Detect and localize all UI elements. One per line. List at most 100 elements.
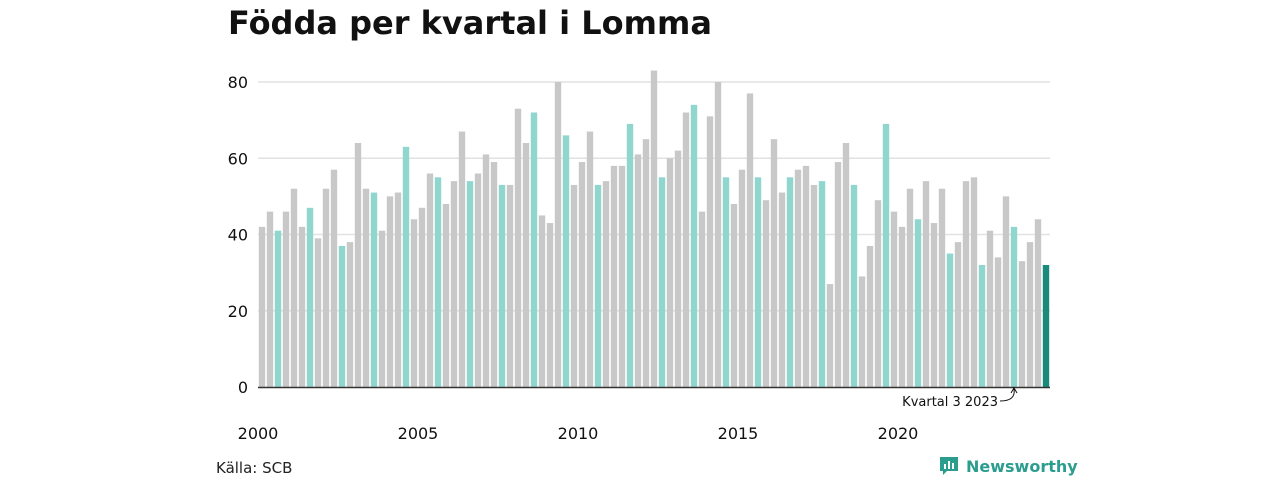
bar bbox=[522, 143, 530, 387]
bar bbox=[290, 188, 298, 387]
bar bbox=[658, 177, 666, 387]
bar bbox=[874, 200, 882, 387]
bar bbox=[370, 192, 378, 387]
bar bbox=[306, 207, 314, 387]
bar bbox=[794, 169, 802, 387]
bar bbox=[946, 253, 954, 387]
bar bbox=[402, 146, 410, 387]
bar bbox=[970, 177, 978, 387]
bar bbox=[650, 70, 658, 387]
bar bbox=[634, 154, 642, 387]
bar bbox=[282, 211, 290, 387]
bar bbox=[1002, 196, 1010, 387]
y-tick-label: 60 bbox=[228, 149, 248, 168]
bar bbox=[458, 131, 466, 387]
bar bbox=[994, 257, 1002, 387]
bar bbox=[914, 219, 922, 387]
bar bbox=[922, 181, 930, 387]
annotation: Kvartal 3 2023 bbox=[902, 387, 1018, 410]
bar bbox=[362, 188, 370, 387]
bar bbox=[450, 181, 458, 387]
annotation-arrowhead bbox=[1010, 387, 1018, 394]
bar bbox=[842, 143, 850, 387]
bar bbox=[618, 165, 626, 387]
bar bbox=[810, 184, 818, 387]
bar bbox=[482, 154, 490, 387]
bar bbox=[498, 184, 506, 387]
bar bbox=[330, 169, 338, 387]
bar bbox=[354, 143, 362, 387]
bar bbox=[866, 245, 874, 387]
annotation-arrow bbox=[999, 388, 1015, 402]
bar bbox=[834, 162, 842, 387]
bar bbox=[338, 245, 346, 387]
bar bbox=[858, 276, 866, 387]
y-tick-label: 80 bbox=[228, 73, 248, 92]
bar bbox=[442, 204, 450, 387]
bar bbox=[594, 184, 602, 387]
y-tick-label: 40 bbox=[228, 226, 248, 245]
bar bbox=[738, 169, 746, 387]
x-tick-label: 2015 bbox=[718, 424, 759, 443]
bar bbox=[754, 177, 762, 387]
bar bbox=[722, 177, 730, 387]
bar bbox=[506, 184, 514, 387]
bar bbox=[394, 192, 402, 387]
x-tick-label: 2020 bbox=[878, 424, 919, 443]
bar bbox=[938, 188, 946, 387]
bar bbox=[770, 139, 778, 387]
bar bbox=[882, 123, 890, 387]
bar bbox=[706, 116, 714, 387]
y-tick-label: 0 bbox=[238, 378, 248, 397]
bar bbox=[890, 211, 898, 387]
source-label: Källa: SCB bbox=[216, 459, 293, 477]
x-tick-label: 2010 bbox=[558, 424, 599, 443]
bar bbox=[962, 181, 970, 387]
bar bbox=[714, 82, 722, 387]
bar bbox=[346, 242, 354, 387]
bar bbox=[626, 123, 634, 387]
brand-name: Newsworthy bbox=[966, 456, 1078, 476]
bar bbox=[778, 192, 786, 387]
bar bbox=[786, 177, 794, 387]
bar bbox=[578, 162, 586, 387]
bar bbox=[514, 108, 522, 387]
bar bbox=[466, 181, 474, 387]
bar bbox=[818, 181, 826, 387]
bar bbox=[698, 211, 706, 387]
bar bbox=[1010, 226, 1018, 387]
bar bbox=[434, 177, 442, 387]
bar bbox=[322, 188, 330, 387]
bar bbox=[554, 82, 562, 387]
bar bbox=[530, 112, 538, 387]
bar bbox=[570, 184, 578, 387]
bar bbox=[378, 230, 386, 387]
bar bbox=[474, 173, 482, 387]
bar bbox=[418, 207, 426, 387]
bar bbox=[826, 284, 834, 387]
x-tick-label: 2000 bbox=[238, 424, 279, 443]
bar bbox=[690, 104, 698, 387]
bar bbox=[602, 181, 610, 387]
bar bbox=[1018, 261, 1026, 387]
bar bbox=[314, 238, 322, 387]
bar bbox=[730, 204, 738, 387]
bar bbox=[978, 265, 986, 387]
bar bbox=[410, 219, 418, 387]
bar bbox=[610, 165, 618, 387]
brand-logo: Newsworthy bbox=[938, 455, 1078, 477]
bar bbox=[386, 196, 394, 387]
y-tick-label: 20 bbox=[228, 302, 248, 321]
bar bbox=[642, 139, 650, 387]
tick-labels: 0 20 40 60 80 2000 2005 2010 2015 2020 bbox=[228, 73, 919, 443]
bar bbox=[802, 165, 810, 387]
bar bbox=[274, 230, 282, 387]
bar bbox=[674, 150, 682, 387]
bar bbox=[266, 211, 274, 387]
bar bbox=[986, 230, 994, 387]
bar bbox=[258, 226, 266, 387]
bar bbox=[298, 226, 306, 387]
bar bbox=[954, 242, 962, 387]
bar bbox=[850, 184, 858, 387]
bar bbox=[930, 223, 938, 387]
